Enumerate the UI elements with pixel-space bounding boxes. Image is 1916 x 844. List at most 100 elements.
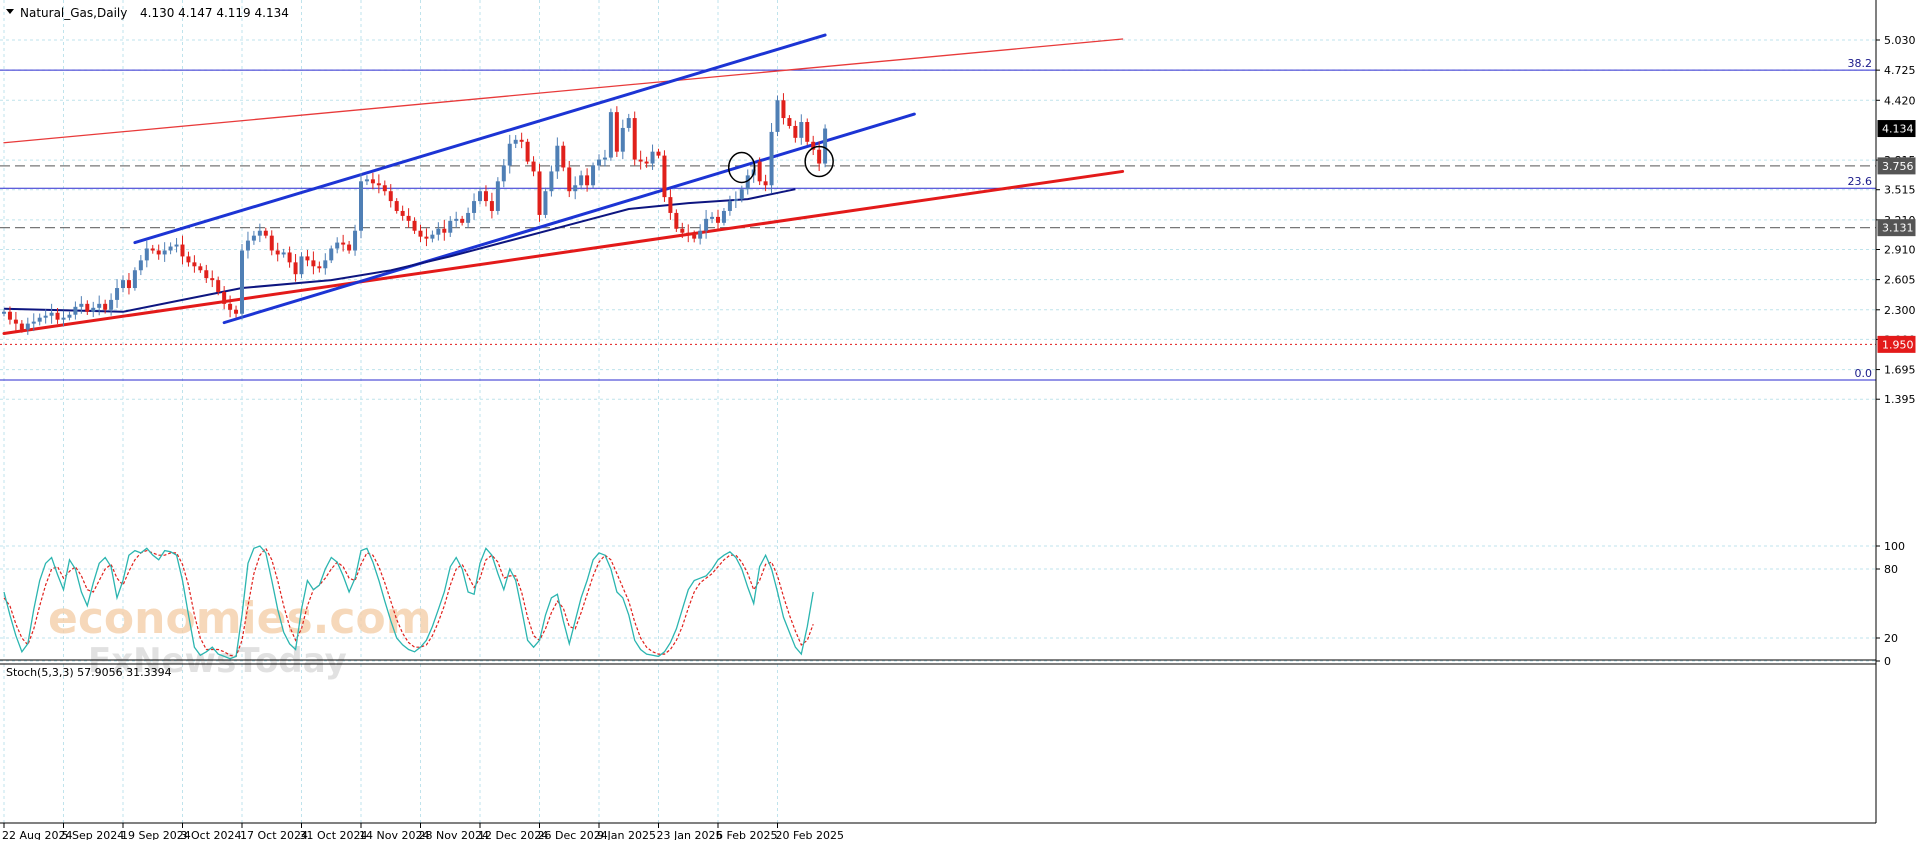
level-price-label: 3.756 bbox=[1882, 160, 1914, 173]
candle-bullish bbox=[507, 143, 512, 166]
candle-bullish bbox=[353, 230, 358, 251]
candle-bullish bbox=[251, 235, 256, 241]
highlight-circles bbox=[727, 145, 834, 184]
support-line bbox=[2, 169, 1125, 335]
candle-bullish bbox=[31, 321, 36, 324]
candle-bearish bbox=[317, 266, 322, 269]
candle-bullish bbox=[61, 317, 66, 320]
candle-bullish bbox=[430, 234, 435, 239]
candle-bearish bbox=[793, 125, 798, 138]
stoch-tick-label: 100 bbox=[1884, 540, 1905, 553]
candle-bullish bbox=[579, 175, 584, 186]
candle-bearish bbox=[614, 112, 619, 152]
candle-bullish bbox=[466, 212, 471, 223]
candle-bearish bbox=[787, 118, 792, 126]
candle-bullish bbox=[597, 159, 601, 166]
stoch-tick-label: 0 bbox=[1884, 655, 1891, 668]
candle-bullish bbox=[626, 118, 631, 128]
candle-bullish bbox=[25, 323, 30, 330]
candle-bullish bbox=[2, 311, 6, 314]
candle-bearish bbox=[234, 309, 239, 314]
candle-bullish bbox=[115, 288, 120, 300]
time-tick-label: 19 Sep 2024 bbox=[121, 829, 191, 840]
candle-bullish bbox=[168, 246, 173, 251]
candle-bullish bbox=[549, 171, 554, 192]
chevron-down-icon[interactable] bbox=[6, 9, 14, 14]
candle-bearish bbox=[489, 201, 494, 211]
candle-bearish bbox=[126, 280, 131, 289]
candle-bullish bbox=[727, 201, 732, 211]
candle-bullish bbox=[448, 220, 453, 233]
candle-bearish bbox=[19, 323, 24, 330]
candle-bearish bbox=[519, 139, 524, 142]
candle-bearish bbox=[811, 141, 816, 150]
candle-bullish bbox=[245, 240, 250, 251]
candle-bearish bbox=[716, 216, 720, 223]
candle-bearish bbox=[585, 175, 590, 186]
candle-bearish bbox=[269, 235, 274, 251]
candle-bullish bbox=[364, 179, 369, 182]
time-tick-label: 12 Dec 2024 bbox=[478, 829, 548, 840]
candle-bearish bbox=[692, 234, 697, 239]
candle-bearish bbox=[216, 280, 221, 292]
candle-bullish bbox=[323, 260, 328, 269]
time-tick-label: 17 Oct 2024 bbox=[240, 829, 308, 840]
candle-bullish bbox=[733, 199, 738, 202]
trend-lines bbox=[2, 33, 1125, 335]
time-tick-label: 22 Aug 2024 bbox=[2, 829, 72, 840]
current-price-label: 4.134 bbox=[1882, 123, 1914, 136]
price-tick-label: 1.695 bbox=[1884, 364, 1916, 377]
candle-bullish bbox=[132, 270, 137, 289]
candle-bullish bbox=[739, 189, 744, 200]
candle-bearish bbox=[674, 212, 679, 229]
candle-bearish bbox=[376, 183, 381, 186]
candle-bearish bbox=[347, 244, 352, 251]
candle-bullish bbox=[698, 230, 703, 239]
stochastic-axis: 100 80 20 0 bbox=[1876, 540, 1905, 668]
candle-bearish bbox=[537, 171, 542, 215]
candle-bearish bbox=[198, 266, 203, 271]
candle-bearish bbox=[644, 161, 649, 164]
candle-bearish bbox=[382, 185, 387, 192]
candle-bearish bbox=[686, 232, 691, 235]
candle-bullish bbox=[67, 314, 72, 318]
candle-bearish bbox=[305, 256, 310, 261]
candle-bullish bbox=[775, 100, 780, 132]
candle-bullish bbox=[436, 228, 441, 235]
candle-bullish bbox=[329, 248, 334, 261]
candle-bullish bbox=[174, 244, 179, 247]
stochastic-label: Stoch(5,3,3) 57.9056 31.3394 bbox=[6, 666, 172, 679]
candle-bullish bbox=[602, 157, 607, 160]
price-tick-label: 4.420 bbox=[1884, 94, 1916, 107]
candle-bearish bbox=[156, 250, 161, 255]
candle-bullish bbox=[299, 256, 304, 275]
candle-bearish bbox=[460, 218, 465, 223]
candle-bearish bbox=[763, 181, 768, 186]
candle-bearish bbox=[805, 122, 810, 142]
stoch-tick-label: 80 bbox=[1884, 563, 1898, 576]
candle-bullish bbox=[281, 252, 286, 255]
candle-bearish bbox=[561, 145, 566, 168]
candle-bearish bbox=[103, 303, 108, 310]
candle-bullish bbox=[454, 218, 459, 221]
ohlc-values: 4.130 4.147 4.119 4.134 bbox=[140, 6, 289, 20]
candle-bearish bbox=[567, 167, 572, 192]
candle-bullish bbox=[73, 306, 78, 315]
support-price-label: 1.950 bbox=[1882, 338, 1914, 351]
stochastic-main-line bbox=[3, 545, 814, 660]
candle-bearish bbox=[680, 228, 685, 233]
candle-bearish bbox=[656, 151, 661, 156]
candle-bearish bbox=[418, 230, 423, 237]
candle-bearish bbox=[222, 291, 227, 304]
current-price-label-box bbox=[1877, 120, 1916, 138]
price-tick-label: 5.030 bbox=[1884, 34, 1916, 47]
candle-bullish bbox=[573, 185, 578, 192]
candle-bearish bbox=[287, 252, 292, 263]
candle-bearish bbox=[85, 303, 90, 312]
candle-bearish bbox=[275, 250, 280, 255]
level-price-label-box bbox=[1877, 157, 1916, 175]
candle-bearish bbox=[228, 303, 233, 310]
candle-bearish bbox=[210, 278, 215, 281]
